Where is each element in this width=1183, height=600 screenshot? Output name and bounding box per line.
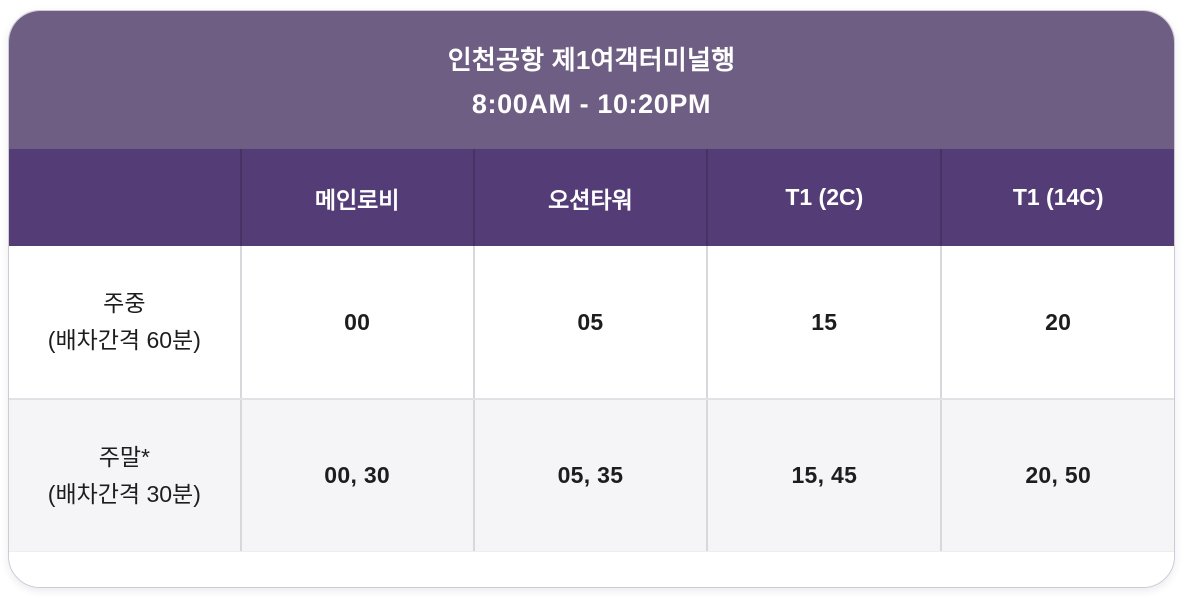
cell-weekday-t1-14c: 20 [940,246,1174,398]
row-label-weekday-line1: 주중 [103,290,146,317]
row-label-weekend-line2: (배차간격 30분) [47,480,201,507]
shuttle-schedule-card: 인천공항 제1여객터미널행 8:00AM - 10:20PM 메인로비 오션타워… [8,10,1175,588]
cell-weekend-t1-2c: 15, 45 [706,400,940,551]
cell-weekend-ocean-tower: 05, 35 [472,400,707,551]
column-header-main-lobby: 메인로비 [239,149,473,246]
table-row-weekday: 주중 (배차간격 60분) 00 05 15 20 [9,246,1174,400]
card-footer-spacer [9,552,1174,587]
cell-weekend-main-lobby: 00, 30 [239,400,473,551]
row-label-weekday: 주중 (배차간격 60분) [9,246,240,398]
schedule-operating-hours: 8:00AM - 10:20PM [471,89,712,119]
row-label-weekday-line2: (배차간격 60분) [47,327,201,353]
row-label-weekend-line1: 주말* [98,443,150,470]
row-label-weekend: 주말* (배차간격 30분) [9,400,240,551]
cell-weekday-ocean-tower: 05 [472,246,707,398]
card-header: 인천공항 제1여객터미널행 8:00AM - 10:20PM [9,11,1174,149]
table-row-weekend: 주말* (배차간격 30분) 00, 30 05, 35 15, 45 20, … [9,400,1174,552]
column-header-ocean-tower: 오션타워 [472,149,707,246]
cell-weekday-main-lobby: 00 [239,246,473,398]
column-header-t1-14c: T1 (14C) [940,149,1174,246]
schedule-title: 인천공항 제1여객터미널행 [447,45,736,75]
column-header-row: 메인로비 오션타워 T1 (2C) T1 (14C) [9,149,1174,246]
column-header-t1-2c: T1 (2C) [706,149,940,246]
column-header-empty [9,149,240,246]
cell-weekend-t1-14c: 20, 50 [940,400,1174,551]
cell-weekday-t1-2c: 15 [706,246,940,398]
